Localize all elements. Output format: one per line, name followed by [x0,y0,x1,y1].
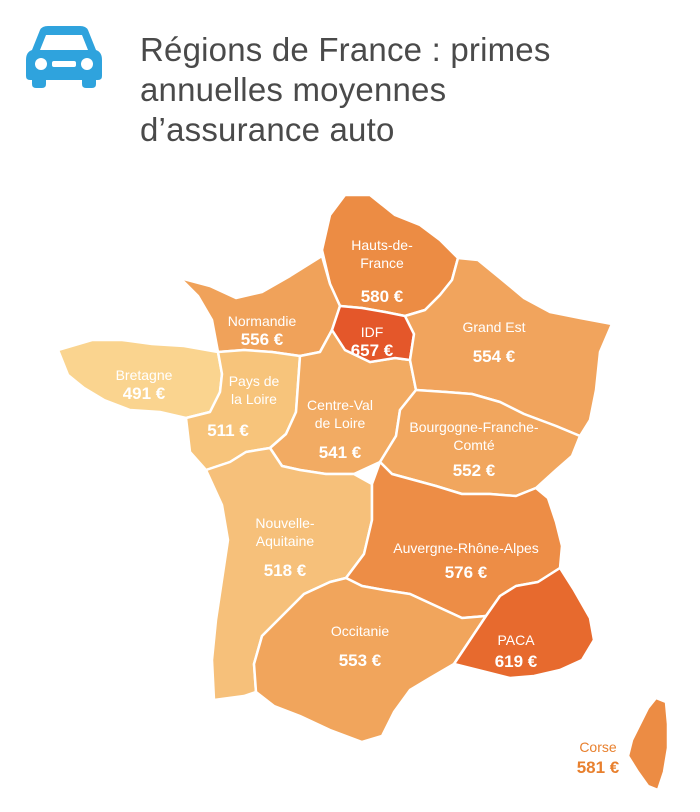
svg-text:556 €: 556 € [241,330,284,349]
svg-text:PACA: PACA [497,632,535,648]
svg-text:Hauts-de-: Hauts-de- [351,237,413,253]
label-bourgogne-franche-comte: Bourgogne-Franche- Comté 552 € [409,419,539,480]
svg-text:Grand Est: Grand Est [462,319,525,335]
svg-text:554 €: 554 € [473,347,516,366]
label-bretagne: Bretagne 491 € [116,367,173,403]
title-line-3: d’assurance auto [140,111,395,148]
svg-text:552 €: 552 € [453,461,496,480]
label-centre-val-de-loire: Centre-Val de Loire 541 € [307,397,373,462]
svg-text:657 €: 657 € [351,341,394,360]
svg-text:Corse: Corse [579,739,617,755]
label-nouvelle-aquitaine: Nouvelle- Aquitaine 518 € [255,515,314,580]
svg-text:Comté: Comté [453,437,494,453]
svg-text:619 €: 619 € [495,652,538,671]
car-icon [26,26,102,88]
label-auvergne-rhone-alpes: Auvergne-Rhône-Alpes 576 € [393,540,539,582]
svg-text:France: France [360,255,404,271]
label-corse: Corse 581 € [577,739,620,777]
svg-text:553 €: 553 € [339,651,382,670]
svg-text:Centre-Val: Centre-Val [307,397,373,413]
svg-text:Auvergne-Rhône-Alpes: Auvergne-Rhône-Alpes [393,540,539,556]
svg-text:IDF: IDF [361,324,384,340]
svg-text:Pays de: Pays de [229,373,280,389]
svg-text:Aquitaine: Aquitaine [256,533,315,549]
region-corse[interactable] [626,696,670,792]
svg-text:Bourgogne-Franche-: Bourgogne-Franche- [409,419,539,435]
label-grand-est: Grand Est 554 € [462,319,525,366]
label-normandie: Normandie 556 € [228,313,297,349]
label-paca: PACA 619 € [495,632,538,671]
region-occitanie[interactable] [252,576,488,744]
svg-text:518 €: 518 € [264,561,307,580]
region-paca[interactable] [452,566,596,680]
svg-text:576 €: 576 € [445,563,488,582]
svg-text:Occitanie: Occitanie [331,623,390,639]
svg-text:511 €: 511 € [207,421,249,440]
title-line-1: Régions de France : primes [140,31,551,68]
title-line-2: annuelles moyennes [140,71,447,108]
svg-text:Bretagne: Bretagne [116,367,173,383]
svg-text:de Loire: de Loire [315,415,366,431]
svg-text:541 €: 541 € [319,443,362,462]
france-map: Hauts-de- France 580 € Normandie 556 € I… [56,193,670,792]
label-occitanie: Occitanie 553 € [331,623,390,670]
svg-text:580 €: 580 € [361,287,404,306]
svg-text:Normandie: Normandie [228,313,297,329]
svg-text:Nouvelle-: Nouvelle- [255,515,314,531]
label-hauts-de-france: Hauts-de- France 580 € [351,237,413,306]
svg-text:la Loire: la Loire [231,391,277,407]
label-pays-de-la-loire: Pays de la Loire 511 € [207,373,279,440]
header: Régions de France : primes annuelles moy… [0,0,700,160]
page-title: Régions de France : primes annuelles moy… [140,30,680,150]
svg-text:491 €: 491 € [123,384,166,403]
svg-text:581 €: 581 € [577,758,620,777]
label-idf: IDF 657 € [351,324,394,360]
